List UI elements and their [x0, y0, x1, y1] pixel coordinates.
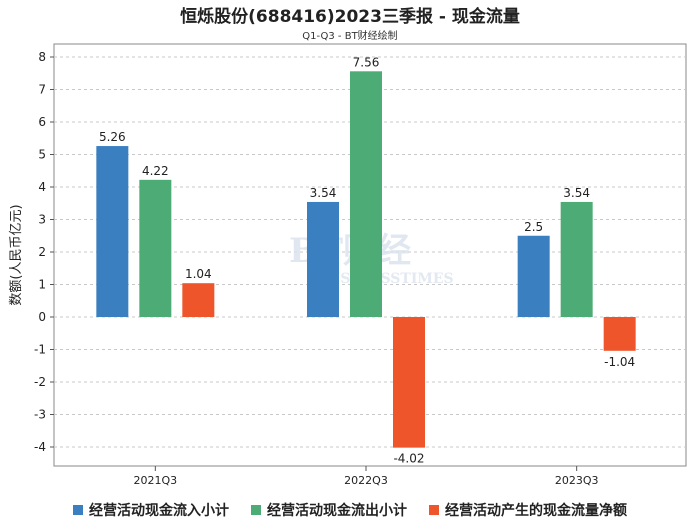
y-tick-label: 5: [38, 148, 46, 162]
x-tick-label: 2021Q3: [134, 474, 178, 487]
x-tick-label: 2022Q3: [344, 474, 388, 487]
bar[interactable]: [517, 235, 550, 317]
legend-label-inflow: 经营活动现金流入小计: [89, 503, 229, 519]
bar[interactable]: [96, 146, 129, 317]
data-label: 1.04: [185, 267, 212, 281]
data-label: 7.56: [353, 55, 380, 69]
y-tick-label: 1: [38, 278, 46, 292]
legend-label-net: 经营活动产生的现金流量净额: [445, 503, 627, 519]
data-label: 2.5: [524, 220, 543, 234]
data-label: 4.22: [142, 164, 169, 178]
y-tick-label: -4: [34, 440, 46, 454]
bar[interactable]: [560, 201, 593, 317]
data-label: -1.04: [604, 355, 635, 369]
data-label: -4.02: [393, 452, 424, 466]
bar[interactable]: [603, 317, 636, 351]
y-tick-label: 0: [38, 310, 46, 324]
bar[interactable]: [182, 283, 215, 317]
y-tick-label: -2: [34, 375, 46, 389]
bar[interactable]: [350, 71, 382, 317]
y-axis-label: 数额(人民币亿元): [9, 204, 24, 305]
y-tick-label: -3: [34, 408, 46, 422]
legend-label-outflow: 经营活动现金流出小计: [267, 503, 407, 519]
y-tick-label: 6: [38, 115, 46, 129]
legend-swatch-net: [429, 505, 439, 515]
y-tick-label: -1: [34, 343, 46, 357]
y-tick-label: 4: [38, 180, 46, 194]
data-label: 5.26: [99, 130, 126, 144]
legend-swatch-outflow: [251, 505, 261, 515]
data-label: 3.54: [563, 186, 590, 200]
chart-title: 恒烁股份(688416)2023三季报 - 现金流量: [180, 7, 520, 27]
chart-subtitle: Q1-Q3 - BT财经绘制: [302, 31, 398, 42]
y-tick-label: 2: [38, 245, 46, 259]
y-tick-label: 3: [38, 213, 46, 227]
bar[interactable]: [139, 179, 172, 317]
y-tick-label: 8: [38, 50, 46, 64]
data-label: 3.54: [310, 186, 337, 200]
legend-item-inflow[interactable]: 经营活动现金流入小计: [73, 500, 229, 520]
bar[interactable]: [393, 317, 425, 448]
legend-item-outflow[interactable]: 经营活动现金流出小计: [251, 500, 407, 520]
y-tick-label: 7: [38, 83, 46, 97]
x-tick-label: 2023Q3: [555, 474, 599, 487]
legend: 经营活动现金流入小计 经营活动现金流出小计 经营活动产生的现金流量净额: [0, 500, 700, 520]
legend-item-net[interactable]: 经营活动产生的现金流量净额: [429, 500, 627, 520]
bar[interactable]: [307, 201, 339, 317]
plot-frame: [53, 43, 687, 467]
legend-swatch-inflow: [73, 505, 83, 515]
